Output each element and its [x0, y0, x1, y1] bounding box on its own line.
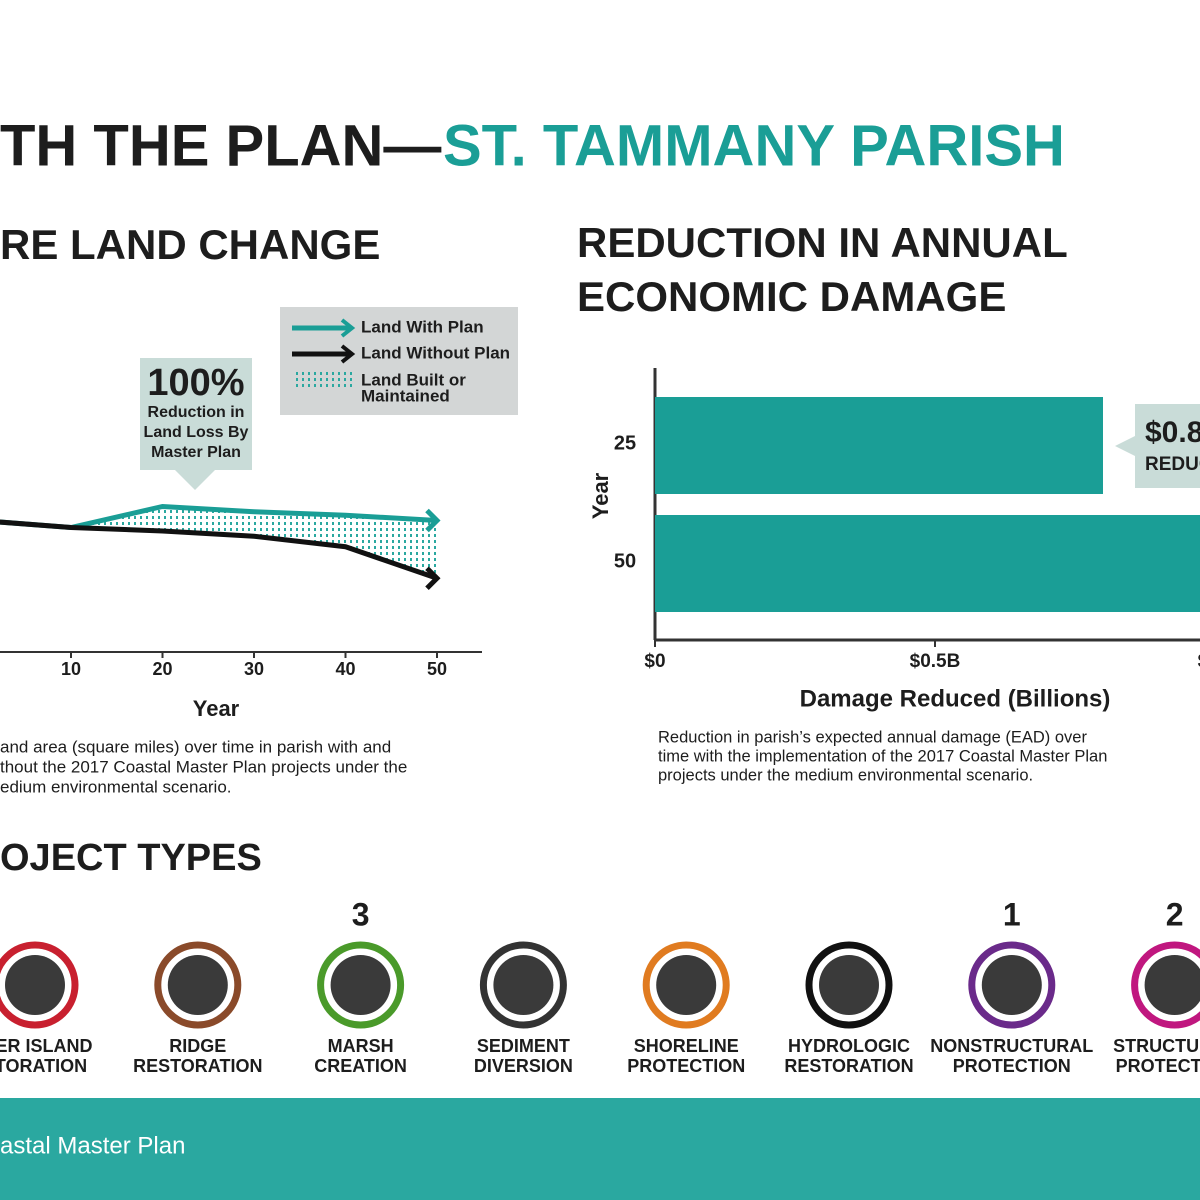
bar: [655, 397, 1103, 494]
arrow-head: [425, 566, 441, 591]
caption: projects under the medium environmental …: [658, 766, 1033, 784]
project-label: STORATION: [0, 1056, 87, 1076]
project-label: SEDIMENT: [477, 1036, 570, 1056]
x-axis-label: Year: [193, 696, 240, 721]
project-label: DIVERSION: [474, 1056, 573, 1076]
project-label: RIDGE: [169, 1036, 226, 1056]
caption: time with the implementation of the 2017…: [658, 747, 1107, 765]
project-label: RESTORATION: [133, 1056, 262, 1076]
project-label: SHORELINE: [634, 1036, 739, 1056]
annotation-box: [140, 358, 252, 490]
annotation-value: 100%: [147, 362, 244, 404]
project-label: CREATION: [314, 1056, 407, 1076]
x-tick-label: 50: [427, 659, 447, 679]
annotation-text: Master Plan: [151, 444, 241, 461]
icon-core: [493, 955, 554, 1015]
project-count: 2: [1166, 896, 1184, 932]
caption: and area (square miles) over time in par…: [0, 737, 391, 756]
annotation-text: Land Loss By: [144, 424, 249, 441]
project-label: HYDROLOGIC: [788, 1036, 910, 1056]
icon-core: [5, 955, 65, 1015]
x-tick-label: $0: [644, 651, 665, 672]
x-axis-label: Damage Reduced (Billions): [800, 685, 1111, 712]
y-axis-label: Year: [588, 472, 613, 519]
legend-label: Land Without Plan: [361, 343, 510, 362]
project-label: RIER ISLAND: [0, 1036, 93, 1056]
x-tick-label: 20: [152, 659, 172, 679]
icon-core: [1144, 955, 1200, 1015]
projects-title: OJECT TYPES: [0, 837, 262, 879]
line: [0, 519, 438, 581]
icon-core: [330, 955, 391, 1015]
legend-dots: [292, 372, 352, 388]
legend-box: [280, 307, 518, 415]
callout-text: REDUCED: [1145, 454, 1200, 475]
damage-title: ECONOMIC DAMAGE: [577, 273, 1006, 320]
x-tick-label: $1B: [1198, 651, 1200, 672]
project-label: PROTECTION: [953, 1056, 1071, 1076]
project-label: NONSTRUCTURAL: [930, 1036, 1093, 1056]
legend-arrow-head: [340, 344, 356, 364]
footer-band: [0, 1098, 1200, 1200]
land-title: RE LAND CHANGE: [0, 221, 380, 268]
project-count: 1: [1003, 896, 1021, 932]
legend-label: Land Built or: [361, 370, 466, 389]
legend-label: Maintained: [361, 386, 450, 405]
project-label: STRUCTURAL: [1113, 1036, 1200, 1056]
project-label: PROTECTION: [627, 1056, 745, 1076]
x-tick-label: 30: [244, 659, 264, 679]
project-label: MARSH: [328, 1036, 394, 1056]
y-tick-label: 50: [614, 550, 636, 572]
callout-value: $0.8B: [1145, 416, 1200, 449]
icon-core: [656, 955, 717, 1015]
icon-core: [819, 955, 879, 1015]
y-tick-label: 25: [614, 432, 636, 454]
annotation-text: Reduction in: [148, 404, 245, 421]
icon-core: [981, 955, 1042, 1015]
x-tick-label: 40: [335, 659, 355, 679]
legend-label: Land With Plan: [361, 317, 484, 336]
project-label: RESTORATION: [784, 1056, 913, 1076]
caption: edium environmental scenario.: [0, 777, 232, 796]
project-count: 3: [352, 896, 370, 932]
title-teal: ST. TAMMANY PARISH: [443, 113, 1065, 178]
legend-arrow-head: [340, 318, 356, 338]
caption: Reduction in parish’s expected annual da…: [658, 728, 1087, 746]
x-tick-label: 10: [61, 659, 81, 679]
damage-title: REDUCTION IN ANNUAL: [577, 219, 1068, 266]
icon-core: [167, 955, 228, 1015]
caption: thout the 2017 Coastal Master Plan proje…: [0, 757, 407, 776]
arrow-head: [425, 508, 441, 533]
land-built-area: [0, 506, 437, 579]
project-label: PROTECTION: [1116, 1056, 1200, 1076]
callout-box: [1115, 404, 1200, 488]
x-tick-label: $0.5B: [910, 651, 961, 672]
title-dark: TH THE PLAN—: [0, 113, 441, 178]
bar: [655, 515, 1200, 612]
footer-text: astal Master Plan: [0, 1132, 185, 1159]
